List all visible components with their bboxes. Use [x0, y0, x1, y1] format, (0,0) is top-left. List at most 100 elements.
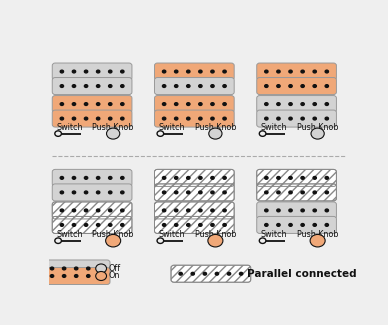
- Circle shape: [163, 191, 166, 194]
- Circle shape: [301, 224, 304, 226]
- Circle shape: [187, 85, 190, 87]
- Text: Switch: Switch: [261, 230, 287, 239]
- Circle shape: [289, 191, 292, 194]
- Circle shape: [121, 224, 124, 226]
- Circle shape: [289, 103, 292, 105]
- Circle shape: [325, 103, 329, 105]
- FancyBboxPatch shape: [52, 96, 132, 112]
- Circle shape: [311, 128, 324, 139]
- Circle shape: [109, 209, 112, 212]
- Circle shape: [313, 209, 316, 212]
- Circle shape: [62, 275, 66, 277]
- Circle shape: [60, 103, 64, 105]
- Circle shape: [121, 191, 124, 194]
- Circle shape: [277, 191, 280, 194]
- Circle shape: [325, 85, 329, 87]
- Circle shape: [85, 85, 88, 87]
- Circle shape: [265, 103, 268, 105]
- Circle shape: [109, 103, 112, 105]
- Circle shape: [85, 117, 88, 120]
- Circle shape: [97, 209, 100, 212]
- Circle shape: [99, 275, 102, 277]
- Circle shape: [175, 85, 178, 87]
- Circle shape: [301, 85, 304, 87]
- Text: Switch: Switch: [56, 123, 83, 132]
- Circle shape: [313, 85, 316, 87]
- FancyBboxPatch shape: [52, 216, 132, 233]
- Circle shape: [74, 267, 78, 270]
- Circle shape: [106, 234, 121, 247]
- FancyBboxPatch shape: [52, 110, 132, 127]
- Circle shape: [109, 85, 112, 87]
- Circle shape: [97, 103, 100, 105]
- Text: On: On: [109, 271, 120, 280]
- Circle shape: [85, 103, 88, 105]
- Circle shape: [121, 85, 124, 87]
- Circle shape: [289, 224, 292, 226]
- Circle shape: [223, 176, 226, 179]
- Circle shape: [175, 117, 178, 120]
- Circle shape: [157, 238, 164, 243]
- Circle shape: [259, 238, 266, 243]
- Circle shape: [60, 85, 64, 87]
- Circle shape: [72, 70, 76, 73]
- Circle shape: [175, 209, 178, 212]
- Circle shape: [187, 191, 190, 194]
- Text: Switch: Switch: [159, 123, 185, 132]
- FancyBboxPatch shape: [52, 169, 132, 187]
- Circle shape: [109, 176, 112, 179]
- Circle shape: [97, 85, 100, 87]
- Circle shape: [223, 191, 226, 194]
- Circle shape: [211, 70, 214, 73]
- Circle shape: [211, 117, 214, 120]
- Circle shape: [163, 176, 166, 179]
- Circle shape: [109, 191, 112, 194]
- Circle shape: [325, 176, 329, 179]
- Circle shape: [60, 117, 64, 120]
- Circle shape: [265, 70, 268, 73]
- Circle shape: [199, 70, 202, 73]
- Circle shape: [325, 209, 329, 212]
- Circle shape: [97, 70, 100, 73]
- Text: Push Knob: Push Knob: [297, 123, 338, 132]
- Circle shape: [259, 131, 266, 136]
- Circle shape: [72, 209, 76, 212]
- Circle shape: [187, 103, 190, 105]
- Circle shape: [74, 275, 78, 277]
- FancyBboxPatch shape: [30, 260, 110, 277]
- Circle shape: [313, 191, 316, 194]
- FancyBboxPatch shape: [257, 184, 336, 201]
- Circle shape: [313, 70, 316, 73]
- Circle shape: [277, 224, 280, 226]
- Circle shape: [72, 191, 76, 194]
- Circle shape: [199, 85, 202, 87]
- Circle shape: [289, 70, 292, 73]
- Circle shape: [277, 209, 280, 212]
- Circle shape: [277, 103, 280, 105]
- Circle shape: [277, 85, 280, 87]
- Circle shape: [121, 117, 124, 120]
- Circle shape: [227, 272, 230, 275]
- Circle shape: [211, 224, 214, 226]
- Circle shape: [109, 224, 112, 226]
- Circle shape: [72, 117, 76, 120]
- FancyBboxPatch shape: [52, 184, 132, 201]
- Circle shape: [157, 131, 164, 136]
- Circle shape: [301, 176, 304, 179]
- Circle shape: [289, 176, 292, 179]
- Circle shape: [203, 272, 206, 275]
- Circle shape: [60, 191, 64, 194]
- Circle shape: [208, 234, 223, 247]
- Circle shape: [301, 191, 304, 194]
- Circle shape: [199, 191, 202, 194]
- FancyBboxPatch shape: [257, 78, 336, 95]
- Circle shape: [121, 209, 124, 212]
- Circle shape: [163, 224, 166, 226]
- FancyBboxPatch shape: [154, 96, 234, 112]
- Circle shape: [109, 70, 112, 73]
- Circle shape: [265, 176, 268, 179]
- Circle shape: [175, 70, 178, 73]
- Text: Push Knob: Push Knob: [195, 123, 236, 132]
- Circle shape: [301, 117, 304, 120]
- Circle shape: [265, 85, 268, 87]
